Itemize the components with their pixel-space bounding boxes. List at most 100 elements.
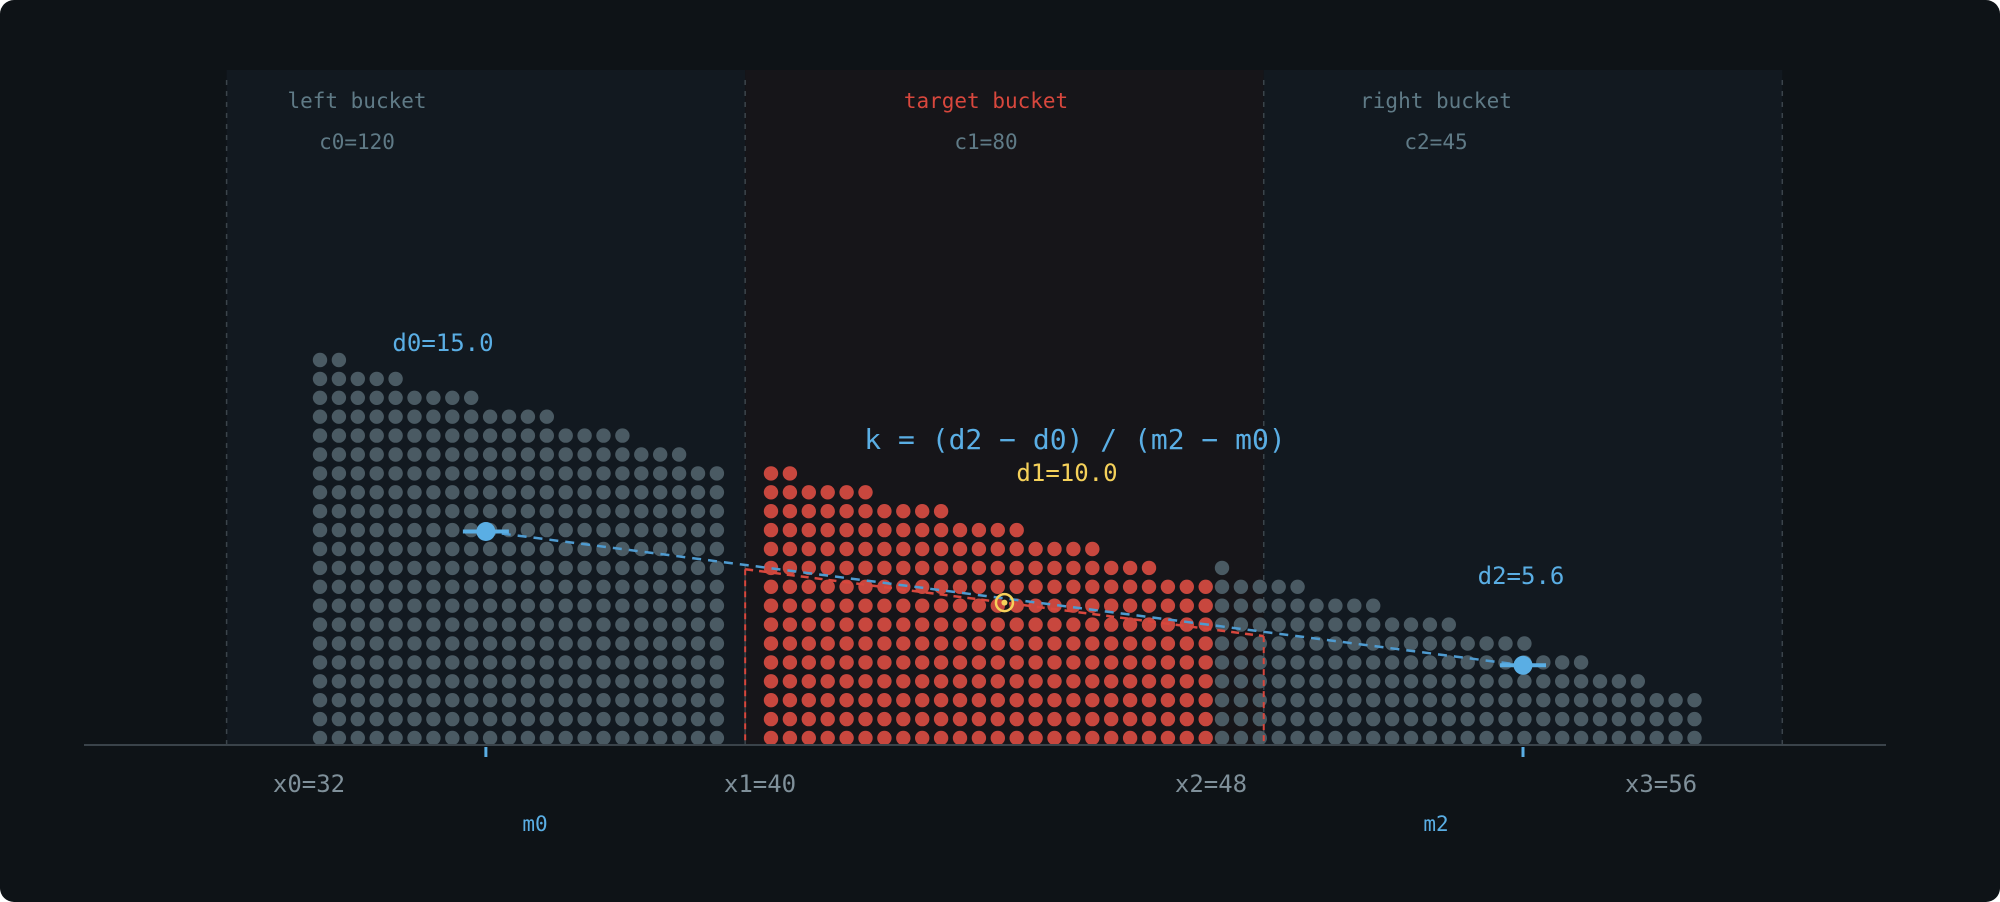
left-bucket-dot xyxy=(388,447,403,462)
left-bucket-dot xyxy=(369,447,384,462)
right-bucket-dot xyxy=(1290,617,1305,632)
right-bucket-dot xyxy=(1403,693,1419,708)
right-bucket-dot xyxy=(1347,711,1362,727)
left-bucket-dot xyxy=(369,674,384,689)
left-bucket-dot xyxy=(671,504,687,519)
left-bucket-dot xyxy=(520,693,536,708)
right-bucket-dot xyxy=(1403,636,1419,651)
left-bucket-dot xyxy=(577,560,592,576)
right-bucket-dot xyxy=(1441,636,1457,651)
right-bucket-dot xyxy=(1290,655,1305,670)
left-bucket-dot xyxy=(445,598,460,613)
left-bucket-dot xyxy=(709,522,725,538)
left-bucket-dot xyxy=(369,409,384,424)
target-bucket-dot xyxy=(915,617,930,632)
left-bucket-dot xyxy=(653,617,668,632)
boundary-label-x0: x0=32 xyxy=(273,770,345,798)
target-bucket-dot xyxy=(1122,693,1138,708)
left-bucket-dot xyxy=(596,541,611,557)
target-bucket-dot xyxy=(915,655,930,670)
left-bucket-dot xyxy=(388,730,403,746)
target-bucket-dot xyxy=(782,655,798,670)
target-bucket-dot xyxy=(839,711,854,727)
right-bucket-dot xyxy=(1233,598,1249,613)
target-bucket-dot xyxy=(1028,541,1043,557)
target-bucket-dot xyxy=(933,504,949,519)
left-bucket-dot xyxy=(558,655,573,670)
right-bucket-dot xyxy=(1252,617,1268,632)
left-bucket-dot xyxy=(426,504,441,519)
target-bucket-dot xyxy=(1122,617,1138,632)
target-bucket-dot xyxy=(896,504,911,519)
target-bucket-dot xyxy=(1066,711,1081,727)
target-bucket-dot xyxy=(1198,598,1213,613)
target-bucket-dot xyxy=(933,560,949,576)
left-bucket-dot xyxy=(331,390,347,405)
left-bucket-dot xyxy=(615,655,630,670)
left-bucket-dot xyxy=(577,674,592,689)
right-bucket-dot xyxy=(1271,674,1286,689)
left-bucket-dot xyxy=(577,485,592,500)
left-bucket-dot xyxy=(634,485,649,500)
left-bucket-dot xyxy=(520,711,536,727)
left-bucket-dot xyxy=(671,485,687,500)
target-bucket-dot xyxy=(763,466,779,481)
left-bucket-dot xyxy=(369,711,384,727)
left-bucket-dot xyxy=(482,541,498,557)
slope-formula: k = (d2 − d0) / (m2 − m0) xyxy=(864,423,1285,456)
left-bucket-dot xyxy=(464,730,479,746)
right-bucket-dot xyxy=(1422,711,1438,727)
target-bucket-dot xyxy=(1028,560,1043,576)
right-bucket-dot xyxy=(1214,674,1230,689)
target-bucket-dot xyxy=(1047,617,1062,632)
left-bucket-dot xyxy=(331,730,347,746)
target-bucket-dot xyxy=(1028,655,1043,670)
right-bucket-dot xyxy=(1328,674,1343,689)
target-bucket-dot xyxy=(763,598,779,613)
left-bucket-dot xyxy=(426,655,441,670)
left-bucket-dot xyxy=(369,371,384,387)
left-bucket-dot xyxy=(653,485,668,500)
left-bucket-dot xyxy=(539,428,554,443)
left-bucket-dot xyxy=(634,674,649,689)
target-bucket-dot xyxy=(1179,636,1195,651)
target-bucket-dot xyxy=(1104,560,1119,576)
target-bucket-dot xyxy=(782,711,798,727)
left-bucket-dot xyxy=(558,674,573,689)
left-bucket-dot xyxy=(615,598,630,613)
target-bucket-dot xyxy=(763,504,779,519)
left-bucket-dot xyxy=(407,466,422,481)
target-bucket-dot xyxy=(952,674,968,689)
target-bucket-dot xyxy=(1066,598,1081,613)
target-bucket-dot xyxy=(801,598,816,613)
right-bucket-dot xyxy=(1422,617,1438,632)
left-bucket-dot xyxy=(312,390,328,405)
left-bucket-dot xyxy=(558,711,573,727)
right-bucket-dot xyxy=(1592,674,1608,689)
right-bucket-dot xyxy=(1309,711,1324,727)
left-bucket-dot xyxy=(407,541,422,557)
target-bucket-dot xyxy=(858,636,873,651)
target-bucket-dot xyxy=(915,636,930,651)
left-bucket-region xyxy=(226,70,746,745)
target-bucket-dot xyxy=(877,541,892,557)
left-bucket-dot xyxy=(388,655,403,670)
target-bucket-dot xyxy=(971,579,987,594)
target-bucket-dot xyxy=(1085,711,1100,727)
right-bucket-dot xyxy=(1460,674,1475,689)
target-bucket-dot xyxy=(1160,674,1176,689)
left-bucket-dot xyxy=(709,485,725,500)
target-bucket-dot xyxy=(820,730,835,746)
left-bucket-dot xyxy=(520,636,536,651)
target-bucket-dot xyxy=(1085,693,1100,708)
left-bucket-dot xyxy=(501,598,517,613)
left-bucket-dot xyxy=(464,428,479,443)
target-bucket-dot xyxy=(952,579,968,594)
left-bucket-dot xyxy=(615,579,630,594)
target-bucket-dot xyxy=(877,522,892,538)
left-bucket-dot xyxy=(539,504,554,519)
right-bucket-dot xyxy=(1573,711,1589,727)
left-bucket-dot xyxy=(369,579,384,594)
right-bucket-dot xyxy=(1630,711,1646,727)
left-bucket-dot xyxy=(482,693,498,708)
